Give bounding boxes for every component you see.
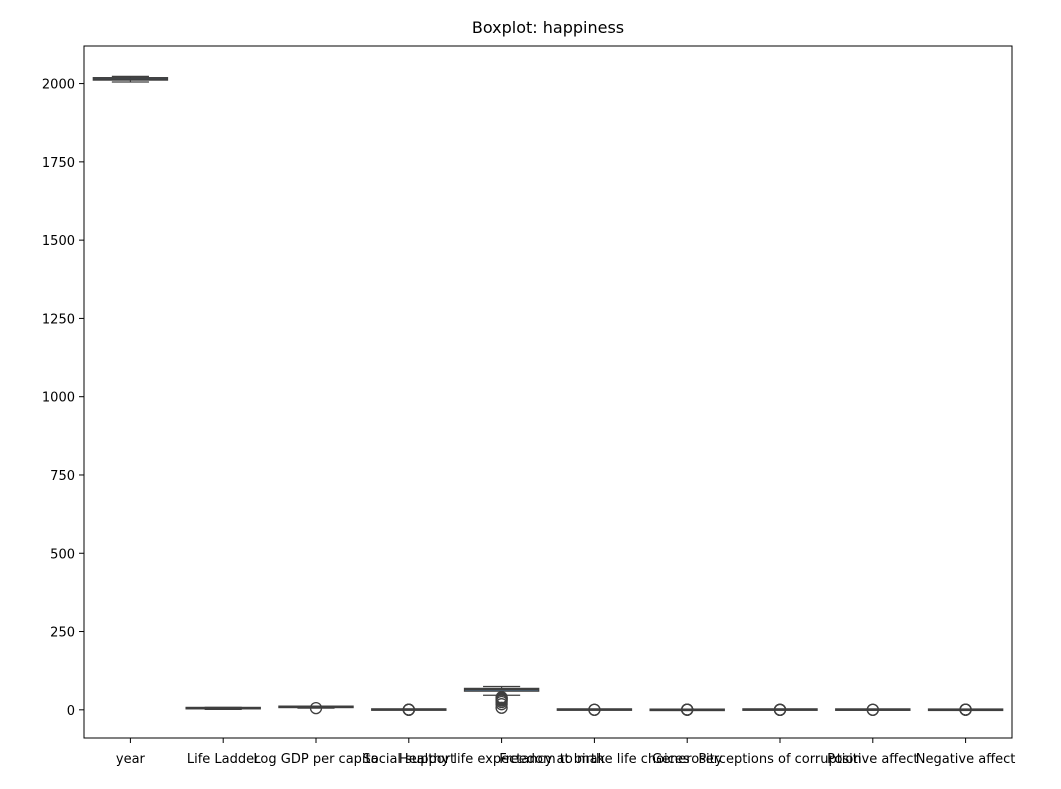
x-tick-label-7: Perceptions of corruption: [698, 752, 861, 767]
x-tick-label-2: Log GDP per capita: [253, 752, 378, 767]
box-7: [742, 703, 818, 716]
x-tick-label-1: Life Ladder: [187, 752, 260, 767]
box-3: [371, 703, 447, 716]
y-tick-label-5: 1250: [42, 312, 75, 327]
outlier-5-1: [588, 703, 601, 716]
x-tick-label-8: Positive affect: [827, 752, 918, 767]
outlier-9-3: [959, 703, 972, 716]
box-1: [185, 706, 261, 711]
x-tick-label-3: Social support: [363, 752, 456, 767]
y-axis: 0 250 500 750 1000 1250 1500 1750 2000: [42, 78, 84, 719]
chart-title: Boxplot: happiness: [472, 18, 624, 37]
x-tick-label-0: year: [116, 752, 146, 767]
x-tick-label-6: Generosity: [652, 752, 723, 767]
y-tick-label-8: 2000: [42, 78, 75, 93]
x-tick-label-4: Healthy life expectancy at birth: [399, 752, 604, 767]
outlier-4-7: [495, 691, 508, 704]
x-tick-label-9: Negative affect: [916, 752, 1016, 767]
y-tick-label-2: 500: [50, 547, 75, 562]
box-6: [649, 703, 725, 716]
outlier-6-3: [681, 703, 694, 716]
box-5: [556, 703, 633, 716]
x-tick-label-5: Freedom to make life choices: [499, 752, 690, 767]
outlier-3-3: [402, 703, 415, 716]
box-2: [278, 701, 354, 715]
outlier-2-0: [309, 701, 323, 715]
box-4: [463, 685, 540, 714]
outlier-7-3: [773, 703, 787, 716]
box-0: [92, 75, 169, 83]
y-tick-label-3: 750: [50, 469, 75, 484]
box-group: [92, 75, 1004, 716]
plot-frame: [83, 45, 1013, 739]
y-tick-label-1: 250: [50, 626, 75, 641]
y-tick-label-7: 1750: [42, 156, 75, 171]
outlier-8-1: [866, 703, 879, 716]
y-tick-label-4: 1000: [42, 391, 75, 406]
y-tick-label-6: 1500: [42, 234, 75, 249]
box-8: [835, 703, 911, 716]
y-tick-label-0: 0: [67, 704, 75, 719]
box-9: [927, 703, 1004, 716]
